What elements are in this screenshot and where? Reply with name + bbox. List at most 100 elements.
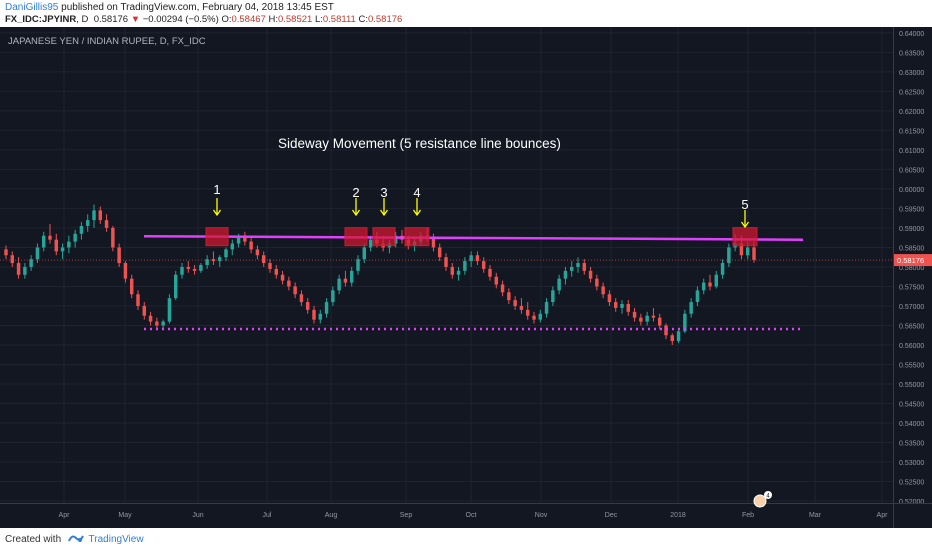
candle-body [532, 315, 536, 320]
candle-body [494, 276, 499, 285]
candle-body [67, 241, 71, 248]
candle-body [601, 286, 605, 295]
bounce-arrowhead-icon [212, 209, 222, 217]
candle-body [236, 237, 241, 244]
candle-body [607, 294, 612, 303]
bounce-arrowhead-icon [379, 209, 389, 217]
candle-body [123, 263, 128, 279]
price-tick-label: 0.60000 [899, 187, 924, 194]
candle-body [54, 239, 59, 252]
candle-body [626, 304, 631, 312]
candle-body [507, 292, 511, 301]
candle-body [437, 247, 442, 258]
candle-body [538, 313, 543, 320]
price-tick-label: 0.57500 [899, 284, 924, 291]
annotation-text[interactable]: Sideway Movement (5 resistance line boun… [278, 136, 561, 151]
candle-body [632, 311, 637, 318]
low-label: L: [314, 14, 323, 25]
candle-body [481, 261, 486, 269]
candle-body [588, 270, 593, 279]
candle-body [701, 282, 706, 291]
symbol-name[interactable]: FX_IDC:JPYINR [5, 14, 77, 25]
candle-body [368, 239, 373, 248]
candle-body [92, 210, 96, 221]
candle-body [645, 315, 649, 322]
candle-body [544, 302, 549, 314]
candle-body [683, 313, 687, 332]
candle-body [727, 247, 731, 264]
candle-body [136, 294, 140, 306]
down-arrow-icon: ▼ [130, 14, 141, 25]
candle-body [676, 331, 681, 342]
candle-body [708, 282, 712, 287]
candle-body [10, 255, 15, 264]
bounce-marker [404, 227, 430, 247]
candle-body [670, 335, 675, 342]
bounce-arrowhead-icon [412, 209, 422, 217]
event-icon [753, 494, 767, 508]
bounce-arrowhead-icon [351, 209, 361, 217]
candle-body [224, 249, 228, 258]
price-axis: 0.64000 0.63500 0.63000 0.62500 0.62000 0.615… [893, 27, 924, 528]
interval: D [81, 14, 89, 25]
close-label: C: [358, 14, 368, 25]
candle-body [111, 227, 115, 248]
candle-body [349, 270, 354, 283]
bounce-label: 5 [741, 197, 748, 212]
candle-body [739, 243, 744, 256]
price-tick-label: 0.58500 [899, 245, 924, 252]
candle-body [255, 249, 260, 256]
candle-body [525, 309, 530, 316]
price-tick-label: 0.52500 [899, 480, 924, 487]
candle-body [557, 278, 561, 291]
price-tick-label: 0.61500 [899, 128, 924, 135]
chart-header: DaniGillis95 published on TradingView.co… [0, 0, 932, 27]
price-tick-label: 0.56500 [899, 323, 924, 330]
candle-body [48, 235, 52, 240]
chart-area[interactable]: 0.64000 0.63500 0.63000 0.62500 0.62000 0.615… [0, 27, 932, 528]
publish-info: DaniGillis95 published on TradingView.co… [5, 2, 334, 13]
candle-body [73, 233, 77, 242]
bounce-marker [205, 227, 229, 247]
price-tick-label: 0.64000 [899, 31, 924, 38]
candle-body [450, 266, 455, 275]
candle-body [745, 247, 750, 256]
candle-body [456, 270, 461, 275]
candle-body [35, 247, 40, 260]
candle-body [173, 274, 178, 299]
candle-body [620, 304, 624, 308]
candle-body [249, 241, 253, 250]
price-chart[interactable]: 0.64000 0.63500 0.63000 0.62500 0.62000 0.615… [0, 27, 932, 528]
footer: Created with TradingView [0, 528, 932, 550]
bounce-marker [372, 227, 396, 247]
candle-body [186, 266, 191, 269]
candle-body [60, 247, 65, 252]
price-tick-label: 0.55500 [899, 362, 924, 369]
candle-body [563, 270, 568, 279]
candle-body [16, 263, 21, 275]
tradingview-brand-link[interactable]: TradingView [88, 534, 144, 546]
candle-body [148, 315, 153, 322]
bounce-arrowhead-icon [740, 221, 750, 229]
candle-body [129, 278, 134, 295]
candle-body [513, 300, 517, 306]
candle-body [695, 290, 700, 303]
candle-body [180, 266, 184, 275]
candle-body [274, 268, 279, 275]
candle-body [142, 305, 147, 316]
time-tick-label: May [118, 512, 132, 519]
time-tick-label: Oct [466, 512, 477, 519]
high-value: 0.58521 [277, 14, 313, 25]
candle-body [230, 243, 235, 250]
chart-title: JAPANESE YEN / INDIAN RUPEE, D, FX_IDC [8, 36, 206, 47]
candle-body [657, 317, 662, 326]
event-count-badge [764, 491, 772, 499]
price-tick-label: 0.54500 [899, 402, 924, 409]
candle-body [217, 257, 222, 262]
candle-body [469, 255, 473, 262]
author-link[interactable]: DaniGillis95 [5, 2, 59, 13]
candle-body [393, 235, 398, 244]
time-tick-label: Aug [325, 512, 338, 519]
candle-body [664, 325, 668, 336]
candle-body [500, 284, 505, 293]
